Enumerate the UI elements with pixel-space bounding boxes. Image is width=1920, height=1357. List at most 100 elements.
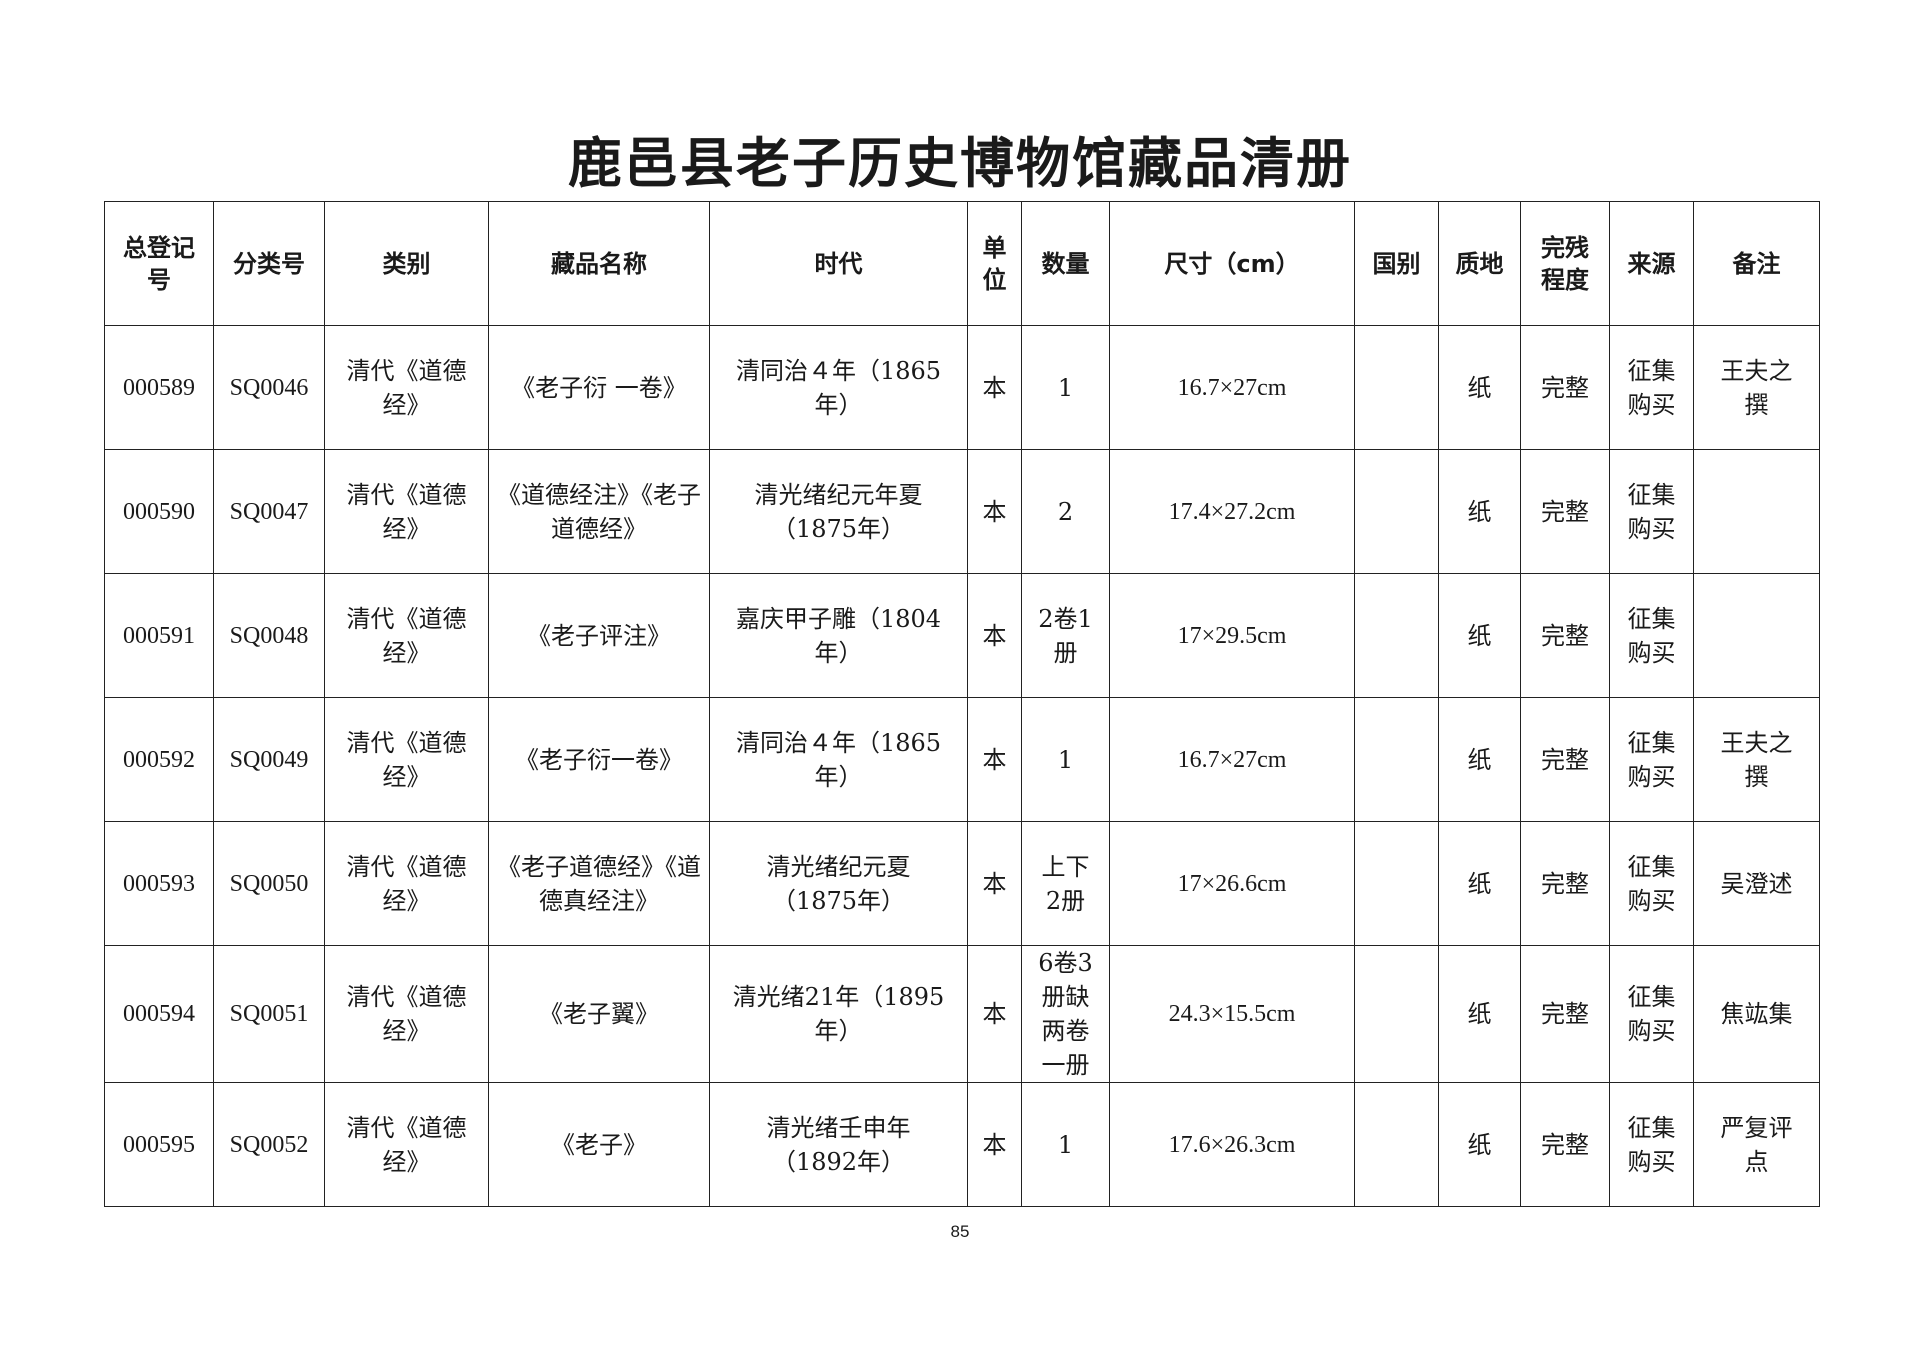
table-row: 000595 SQ0052 清代《道德经》 《老子》 清光绪壬申年（1892年）… bbox=[104, 1082, 1820, 1207]
table-row: 000594 SQ0051 清代《道德经》 《老子翼》 清光绪21年（1895年… bbox=[104, 945, 1820, 1083]
cell-note bbox=[1693, 573, 1820, 698]
cell-size: 16.7×27cm bbox=[1109, 697, 1355, 822]
cell-class-no: SQ0048 bbox=[213, 573, 325, 698]
cell-category: 清代《道德经》 bbox=[324, 1082, 489, 1207]
header-size: 尺寸（cm） bbox=[1109, 201, 1355, 326]
cell-unit: 本 bbox=[967, 1082, 1022, 1207]
cell-note: 严复评点 bbox=[1693, 1082, 1820, 1207]
cell-source: 征集购买 bbox=[1609, 573, 1694, 698]
cell-qty: 1 bbox=[1021, 325, 1110, 450]
cell-name: 《老子》 bbox=[488, 1082, 710, 1207]
cell-era: 清同治４年（1865年） bbox=[709, 325, 968, 450]
cell-era: 清光绪21年（1895年） bbox=[709, 945, 968, 1083]
cell-condition: 完整 bbox=[1520, 449, 1610, 574]
cell-name: 《老子评注》 bbox=[488, 573, 710, 698]
cell-condition: 完整 bbox=[1520, 1082, 1610, 1207]
cell-material: 纸 bbox=[1438, 325, 1521, 450]
cell-class-no: SQ0047 bbox=[213, 449, 325, 574]
cell-era: 清光绪纪元夏（1875年） bbox=[709, 821, 968, 946]
cell-unit: 本 bbox=[967, 821, 1022, 946]
header-name: 藏品名称 bbox=[488, 201, 710, 326]
header-source: 来源 bbox=[1609, 201, 1694, 326]
cell-source: 征集购买 bbox=[1609, 449, 1694, 574]
cell-class-no: SQ0050 bbox=[213, 821, 325, 946]
cell-name: 《老子翼》 bbox=[488, 945, 710, 1083]
header-qty: 数量 bbox=[1021, 201, 1110, 326]
cell-category: 清代《道德经》 bbox=[324, 325, 489, 450]
header-unit: 单位 bbox=[967, 201, 1022, 326]
cell-size: 17.6×26.3cm bbox=[1109, 1082, 1355, 1207]
cell-reg-no: 000594 bbox=[104, 945, 214, 1083]
cell-note: 王夫之撰 bbox=[1693, 325, 1820, 450]
cell-reg-no: 000593 bbox=[104, 821, 214, 946]
cell-category: 清代《道德经》 bbox=[324, 573, 489, 698]
cell-qty: 2 bbox=[1021, 449, 1110, 574]
cell-country bbox=[1354, 573, 1439, 698]
cell-size: 17×29.5cm bbox=[1109, 573, 1355, 698]
cell-country bbox=[1354, 821, 1439, 946]
cell-reg-no: 000595 bbox=[104, 1082, 214, 1207]
cell-country bbox=[1354, 325, 1439, 450]
cell-unit: 本 bbox=[967, 697, 1022, 822]
cell-unit: 本 bbox=[967, 449, 1022, 574]
table-row: 000589 SQ0046 清代《道德经》 《老子衍 一卷》 清同治４年（186… bbox=[104, 325, 1820, 450]
cell-source: 征集购买 bbox=[1609, 1082, 1694, 1207]
cell-category: 清代《道德经》 bbox=[324, 945, 489, 1083]
cell-source: 征集购买 bbox=[1609, 945, 1694, 1083]
cell-name: 《老子道德经》《道德真经注》 bbox=[488, 821, 710, 946]
collection-table: 总登记号 分类号 类别 藏品名称 时代 单位 数量 尺寸（cm） 国别 质地 完… bbox=[104, 201, 1820, 1207]
cell-category: 清代《道德经》 bbox=[324, 697, 489, 822]
cell-class-no: SQ0052 bbox=[213, 1082, 325, 1207]
cell-category: 清代《道德经》 bbox=[324, 449, 489, 574]
cell-reg-no: 000590 bbox=[104, 449, 214, 574]
cell-class-no: SQ0049 bbox=[213, 697, 325, 822]
cell-name: 《老子衍一卷》 bbox=[488, 697, 710, 822]
cell-country bbox=[1354, 697, 1439, 822]
cell-condition: 完整 bbox=[1520, 325, 1610, 450]
cell-country bbox=[1354, 945, 1439, 1083]
cell-qty: 2卷1册 bbox=[1021, 573, 1110, 698]
page-title: 鹿邑县老子历史博物馆藏品清册 bbox=[568, 132, 1352, 195]
cell-name: 《老子衍 一卷》 bbox=[488, 325, 710, 450]
cell-qty: 6卷3册缺两卷一册 bbox=[1021, 945, 1110, 1083]
cell-material: 纸 bbox=[1438, 573, 1521, 698]
cell-source: 征集购买 bbox=[1609, 821, 1694, 946]
cell-source: 征集购买 bbox=[1609, 325, 1694, 450]
header-reg-no: 总登记号 bbox=[104, 201, 214, 326]
cell-class-no: SQ0051 bbox=[213, 945, 325, 1083]
cell-qty: 上下2册 bbox=[1021, 821, 1110, 946]
cell-condition: 完整 bbox=[1520, 821, 1610, 946]
cell-reg-no: 000592 bbox=[104, 697, 214, 822]
cell-condition: 完整 bbox=[1520, 697, 1610, 822]
table-row: 000593 SQ0050 清代《道德经》 《老子道德经》《道德真经注》 清光绪… bbox=[104, 821, 1820, 946]
header-condition: 完残程度 bbox=[1520, 201, 1610, 326]
cell-size: 17.4×27.2cm bbox=[1109, 449, 1355, 574]
cell-country bbox=[1354, 1082, 1439, 1207]
cell-class-no: SQ0046 bbox=[213, 325, 325, 450]
cell-country bbox=[1354, 449, 1439, 574]
cell-material: 纸 bbox=[1438, 449, 1521, 574]
table-header-row: 总登记号 分类号 类别 藏品名称 时代 单位 数量 尺寸（cm） 国别 质地 完… bbox=[104, 201, 1820, 326]
cell-material: 纸 bbox=[1438, 697, 1521, 822]
cell-reg-no: 000589 bbox=[104, 325, 214, 450]
cell-condition: 完整 bbox=[1520, 945, 1610, 1083]
cell-note: 焦竑集 bbox=[1693, 945, 1820, 1083]
header-material: 质地 bbox=[1438, 201, 1521, 326]
cell-source: 征集购买 bbox=[1609, 697, 1694, 822]
header-category: 类别 bbox=[324, 201, 489, 326]
cell-era: 嘉庆甲子雕（1804年） bbox=[709, 573, 968, 698]
header-note: 备注 bbox=[1693, 201, 1820, 326]
cell-size: 24.3×15.5cm bbox=[1109, 945, 1355, 1083]
cell-name: 《道德经注》《老子道德经》 bbox=[488, 449, 710, 574]
cell-era: 清光绪纪元年夏（1875年） bbox=[709, 449, 968, 574]
cell-qty: 1 bbox=[1021, 697, 1110, 822]
cell-category: 清代《道德经》 bbox=[324, 821, 489, 946]
header-class-no: 分类号 bbox=[213, 201, 325, 326]
header-country: 国别 bbox=[1354, 201, 1439, 326]
cell-qty: 1 bbox=[1021, 1082, 1110, 1207]
cell-unit: 本 bbox=[967, 945, 1022, 1083]
cell-note: 吴澄述 bbox=[1693, 821, 1820, 946]
cell-note: 王夫之撰 bbox=[1693, 697, 1820, 822]
cell-material: 纸 bbox=[1438, 945, 1521, 1083]
cell-unit: 本 bbox=[967, 573, 1022, 698]
